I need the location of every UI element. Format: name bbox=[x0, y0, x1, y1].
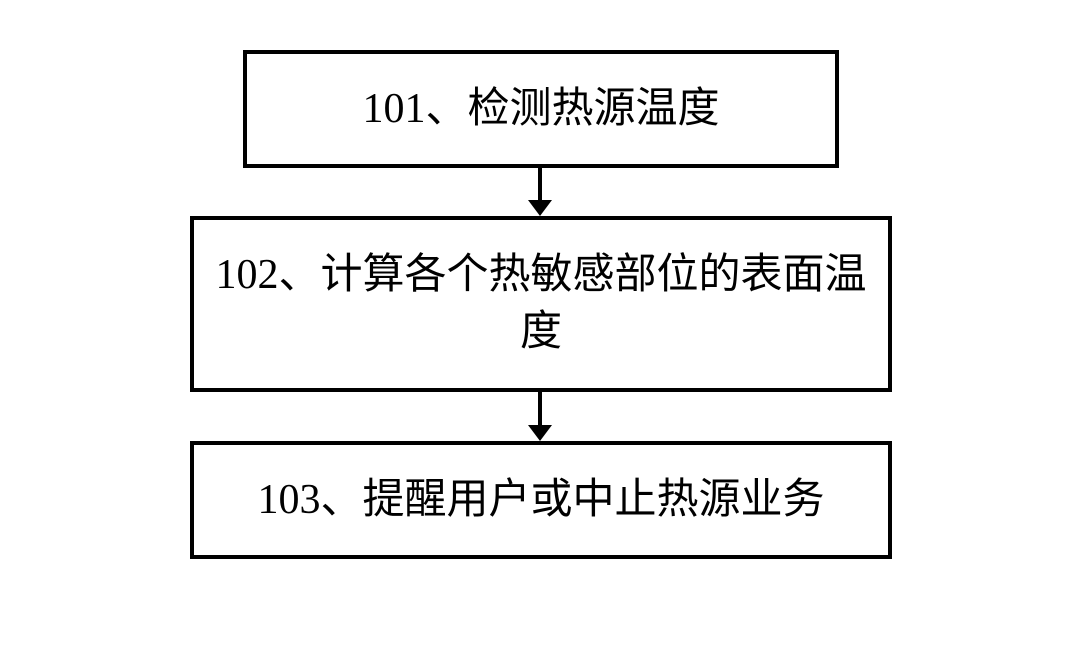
flow-arrow-101-102 bbox=[528, 200, 552, 216]
flow-node-102: 102、计算各个热敏感部位的表面温度 bbox=[190, 216, 892, 392]
flowchart-canvas: 101、检测热源温度 102、计算各个热敏感部位的表面温度 103、提醒用户或中… bbox=[0, 0, 1081, 654]
flow-arrow-102-103 bbox=[528, 425, 552, 441]
flow-node-label: 102、计算各个热敏感部位的表面温度 bbox=[204, 247, 878, 360]
flow-edge-101-102 bbox=[538, 168, 542, 200]
flow-edge-102-103 bbox=[538, 392, 542, 425]
flow-node-label: 103、提醒用户或中止热源业务 bbox=[257, 472, 824, 529]
flow-node-101: 101、检测热源温度 bbox=[243, 50, 839, 168]
flow-node-103: 103、提醒用户或中止热源业务 bbox=[190, 441, 892, 559]
flow-node-label: 101、检测热源温度 bbox=[362, 81, 719, 138]
